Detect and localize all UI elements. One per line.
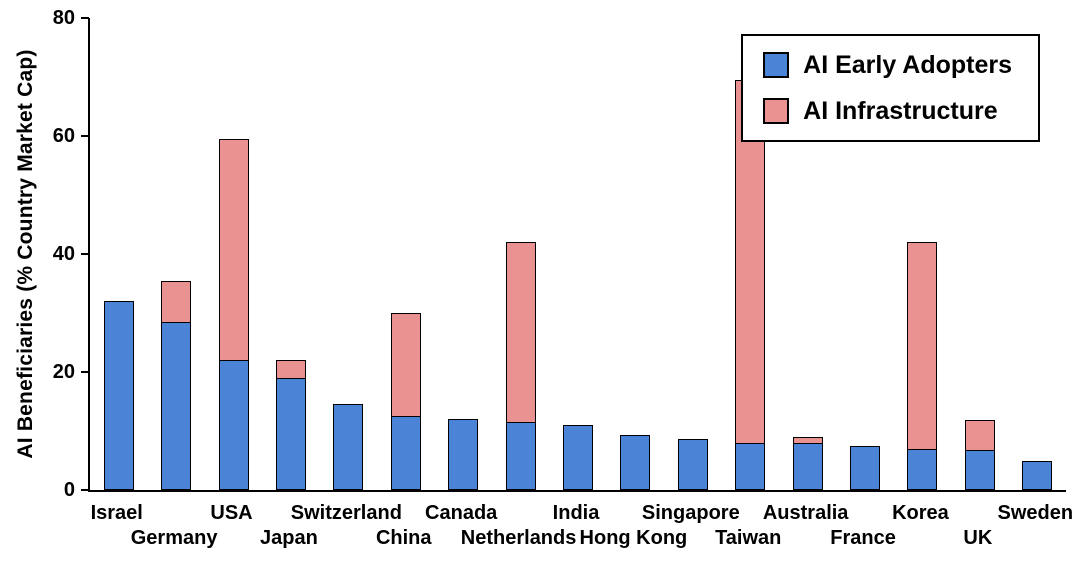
stacked-bar xyxy=(964,18,995,490)
plot-area: 0 20 40 60 80 xyxy=(53,8,1066,500)
legend-label-infrastructure: AI Infrastructure xyxy=(803,96,998,125)
x-axis-labels: Israel Germany USA Japan Switzerland China Can… xyxy=(88,492,1074,562)
bar-segment xyxy=(333,404,364,490)
stacked-bar xyxy=(907,18,938,490)
stacked-bar xyxy=(390,18,421,490)
bar-segment xyxy=(620,435,651,490)
bar-segment xyxy=(218,138,249,361)
x-axis-label: Switzerland xyxy=(290,502,402,524)
bar-slot xyxy=(320,18,377,490)
bar-slot xyxy=(951,18,1008,490)
y-tick-label: 80 xyxy=(52,7,75,29)
bar-segment xyxy=(849,446,880,490)
x-axis-label: Japan xyxy=(260,527,318,549)
bar-slot xyxy=(549,18,606,490)
bar-segment xyxy=(1022,460,1053,490)
bar-slot xyxy=(147,18,204,490)
x-axis-label: Netherlands xyxy=(460,527,577,549)
stacked-bar xyxy=(448,18,479,490)
x-axis-label: Australia xyxy=(762,502,849,524)
bar-slot xyxy=(836,18,893,490)
x-axis-label: Singapore xyxy=(641,502,740,524)
bar-segment xyxy=(390,416,421,490)
stacked-bar xyxy=(103,18,134,490)
x-axis-label: India xyxy=(552,502,600,524)
y-tick-mark xyxy=(81,17,89,19)
y-tick-label: 20 xyxy=(52,361,75,383)
legend-entry-early-adopters: AI Early Adopters xyxy=(763,52,1012,78)
bar-segment xyxy=(562,425,593,490)
x-axis-label: Taiwan xyxy=(715,527,782,549)
stacked-bar xyxy=(218,18,249,490)
stacked-bar xyxy=(677,18,708,490)
bar-segment xyxy=(161,321,192,490)
x-axis-label: Israel xyxy=(90,502,143,524)
bar-segment xyxy=(907,242,938,449)
x-axis-label: Korea xyxy=(892,502,949,524)
bar-segment xyxy=(505,422,536,490)
x-axis-label: USA xyxy=(210,502,253,524)
bar-slot xyxy=(90,18,147,490)
bar-slot xyxy=(262,18,319,490)
stacked-bar xyxy=(562,18,593,490)
bar-slot xyxy=(377,18,434,490)
y-tick-mark xyxy=(81,135,89,137)
bar-slot xyxy=(779,18,836,490)
bar-segment xyxy=(390,313,421,417)
bar-segment xyxy=(275,360,306,378)
bar-segment xyxy=(677,438,708,490)
stacked-bar xyxy=(505,18,536,490)
legend-swatch-ai-infrastructure-icon xyxy=(763,98,790,124)
bar-slot xyxy=(492,18,549,490)
x-axis-label: Germany xyxy=(130,527,218,549)
bar-segment xyxy=(103,301,134,490)
x-axis-label: Canada xyxy=(425,502,498,524)
bar-segment xyxy=(964,449,995,490)
stacked-bar xyxy=(849,18,880,490)
y-tick-label: 60 xyxy=(52,125,75,147)
bar-segment xyxy=(792,436,823,443)
bar-slot xyxy=(664,18,721,490)
bar-slot xyxy=(434,18,491,490)
x-axis-label: UK xyxy=(963,527,993,549)
y-tick-label: 0 xyxy=(63,479,75,501)
x-axis-label: Sweden xyxy=(997,502,1074,524)
stacked-bar xyxy=(161,18,192,490)
legend-entry-infrastructure: AI Infrastructure xyxy=(763,98,1012,124)
bar-segment xyxy=(735,442,766,490)
stacked-bar xyxy=(620,18,651,490)
bar-slot xyxy=(607,18,664,490)
bar-segment xyxy=(218,360,249,490)
bar-slot xyxy=(894,18,951,490)
y-tick-mark xyxy=(81,489,89,491)
x-axis-label: France xyxy=(830,527,896,549)
legend-swatch-ai-early-adopters-icon xyxy=(763,52,790,78)
bar-segment xyxy=(792,442,823,490)
stacked-bar xyxy=(792,18,823,490)
bar-segment xyxy=(964,420,995,450)
bar-slot xyxy=(1009,18,1066,490)
y-tick-label: 40 xyxy=(52,243,75,265)
bar-slot xyxy=(205,18,262,490)
y-axis-title: AI Beneficiaries (% Country Market Cap) xyxy=(14,49,37,459)
bars-container xyxy=(90,18,1066,490)
y-tick-mark xyxy=(81,371,89,373)
bar-segment xyxy=(505,242,536,423)
bar-segment xyxy=(907,448,938,490)
stacked-bar xyxy=(275,18,306,490)
x-axis-label: China xyxy=(375,527,432,549)
stacked-bar xyxy=(333,18,364,490)
x-axis-label: Hong Kong xyxy=(579,527,688,549)
legend: AI Early Adopters AI Infrastructure xyxy=(741,34,1040,142)
bar-segment xyxy=(275,377,306,490)
stacked-bar xyxy=(1022,18,1053,490)
bar-segment xyxy=(161,280,192,322)
y-tick-mark xyxy=(81,253,89,255)
bar-segment xyxy=(448,419,479,490)
legend-label-early-adopters: AI Early Adopters xyxy=(803,50,1012,79)
